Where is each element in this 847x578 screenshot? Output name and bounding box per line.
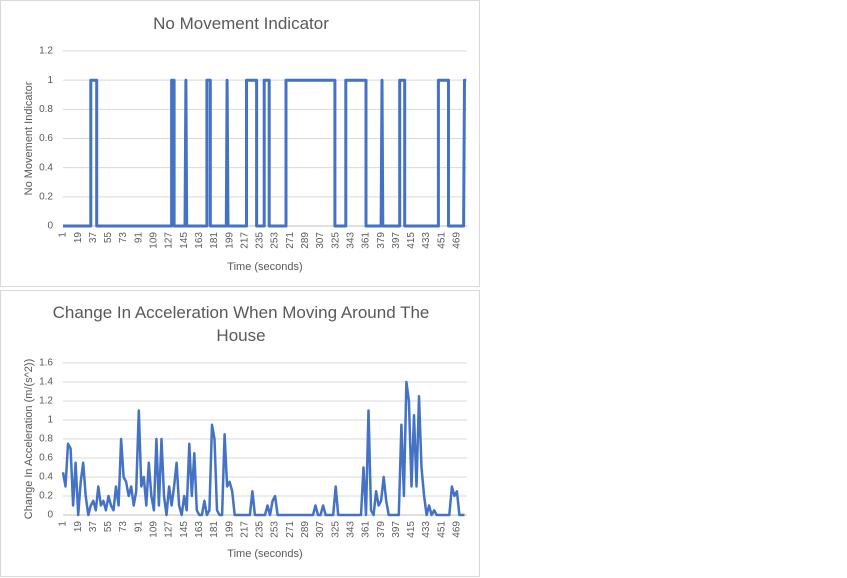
x-tick-label: 19 <box>73 521 84 533</box>
y-tick-label: 0.8 <box>39 434 53 445</box>
y-tick-label: 1.2 <box>39 396 53 407</box>
x-tick-label: 91 <box>133 521 144 533</box>
y-tick-label: 0.8 <box>39 104 53 115</box>
x-tick-label: 235 <box>255 521 266 538</box>
x-tick-label: 163 <box>194 521 205 538</box>
x-tick-label: 181 <box>209 232 220 249</box>
x-tick-label: 91 <box>133 232 144 244</box>
x-tick-label: 145 <box>179 232 190 249</box>
chart-panel: Change In Acceleration When Moving Aroun… <box>0 290 480 577</box>
data-line <box>63 78 467 228</box>
x-axis-label: Time (seconds) <box>227 261 302 273</box>
chart: 0 0.2 0.4 0.6 0.8 1 1.2 1.4 1.6 1 19 37 55 73 91 109 127… <box>23 358 467 560</box>
x-tick-label: 37 <box>88 521 99 533</box>
x-tick-label: 361 <box>361 232 372 249</box>
y-tick-label: 1 <box>47 75 53 86</box>
x-tick-label: 55 <box>103 521 114 533</box>
y-tick-label: 1.2 <box>39 46 53 57</box>
x-tick-label: 415 <box>406 521 417 538</box>
x-tick-label: 271 <box>285 521 296 538</box>
x-tick-label: 289 <box>300 232 311 249</box>
x-tick-label: 361 <box>361 521 372 538</box>
x-tick-label: 217 <box>239 232 250 249</box>
x-tick-label: 433 <box>421 232 432 249</box>
x-tick-label: 289 <box>300 521 311 538</box>
x-tick-label: 199 <box>224 521 235 538</box>
x-tick-label: 343 <box>345 521 356 538</box>
x-tick-label: 469 <box>452 521 463 538</box>
x-tick-label: 127 <box>164 521 175 538</box>
x-tick-label: 271 <box>285 232 296 249</box>
x-tick-label: 109 <box>149 232 160 249</box>
y-tick-label: 0.4 <box>39 472 53 483</box>
x-tick-label: 343 <box>345 232 356 249</box>
y-tick-label: 1 <box>47 415 53 426</box>
x-tick-label: 451 <box>436 232 447 249</box>
x-tick-label: 433 <box>421 521 432 538</box>
x-tick-label: 145 <box>179 521 190 538</box>
x-tick-label: 397 <box>391 232 402 249</box>
y-tick-label: 1.6 <box>39 358 53 369</box>
x-tick-label: 1 <box>58 232 69 238</box>
x-tick-label: 253 <box>270 232 281 249</box>
x-tick-label: 163 <box>194 232 205 249</box>
x-tick-label: 307 <box>315 521 326 538</box>
x-tick-label: 397 <box>391 521 402 538</box>
y-tick-label: 0.2 <box>39 191 53 202</box>
y-tick-label: 0.4 <box>39 162 53 173</box>
y-tick-label: 0.6 <box>39 453 53 464</box>
x-tick-label: 199 <box>224 232 235 249</box>
y-axis-label: No Movement Indicator <box>23 81 35 195</box>
x-tick-label: 325 <box>330 232 341 249</box>
y-tick-label: 0 <box>47 221 53 232</box>
chart-title: Change In Acceleration When Moving Aroun… <box>52 303 430 345</box>
x-tick-label: 451 <box>436 521 447 538</box>
x-tick-label: 235 <box>255 232 266 249</box>
x-tick-label: 217 <box>239 521 250 538</box>
x-tick-label: 73 <box>118 521 129 533</box>
x-tick-label: 37 <box>88 232 99 244</box>
x-axis-label: Time (seconds) <box>227 548 302 560</box>
x-tick-label: 109 <box>149 521 160 538</box>
x-tick-label: 253 <box>270 521 281 538</box>
x-tick-label: 379 <box>376 521 387 538</box>
y-tick-label: 0.2 <box>39 491 53 502</box>
x-tick-label: 379 <box>376 232 387 249</box>
y-tick-label: 1.4 <box>39 377 53 388</box>
y-axis-label: Change In Acceleration (m/(s^2)) <box>23 359 35 519</box>
x-tick-label: 307 <box>315 232 326 249</box>
chart-title: No Movement Indicator <box>153 14 329 33</box>
x-tick-label: 55 <box>103 232 114 244</box>
x-tick-label: 127 <box>164 232 175 249</box>
x-tick-label: 181 <box>209 521 220 538</box>
data-line <box>61 380 465 517</box>
x-tick-label: 19 <box>73 232 84 244</box>
x-tick-label: 325 <box>330 521 341 538</box>
x-tick-label: 1 <box>58 521 69 527</box>
chart-panel: No Movement Indicator 0 0.2 0.4 0.6 0.8 1 1.2 1… <box>0 0 480 287</box>
chart: 0 0.2 0.4 0.6 0.8 1 1.2 1 19 37 55 73 91 109 127 145 163… <box>23 46 467 273</box>
y-tick-label: 0 <box>47 510 53 521</box>
x-tick-label: 73 <box>118 232 129 244</box>
x-tick-label: 469 <box>452 232 463 249</box>
x-tick-label: 415 <box>406 232 417 249</box>
y-tick-label: 0.6 <box>39 133 53 144</box>
